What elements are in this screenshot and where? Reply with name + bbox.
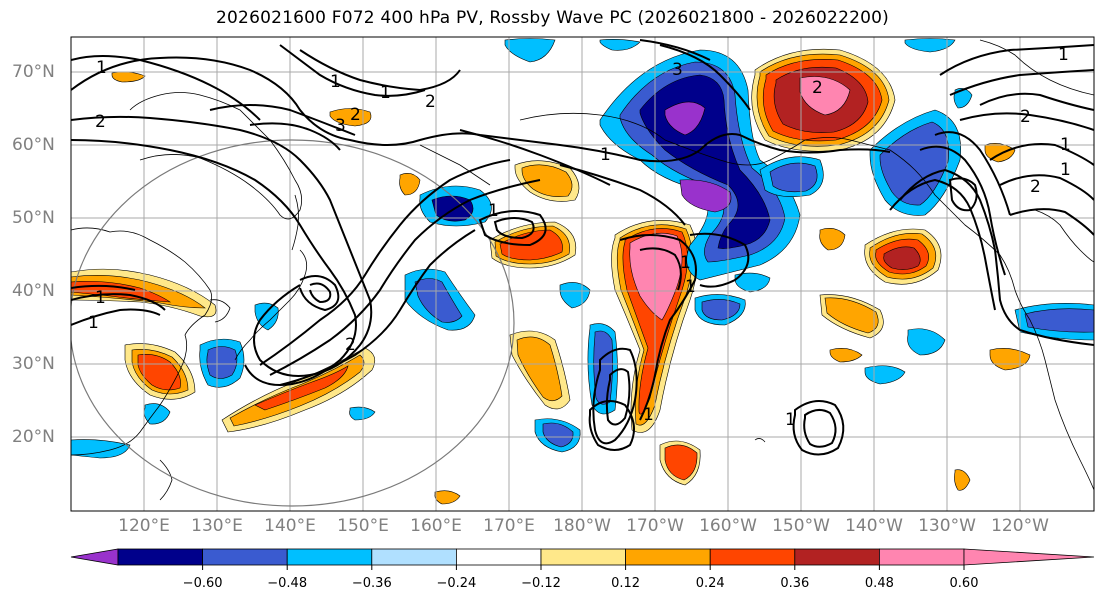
lon-label: 140°W (845, 516, 903, 536)
contour-label: 1 (643, 405, 654, 425)
contour-label: 1 (600, 145, 611, 165)
colorbar-tick-label: −0.12 (521, 576, 561, 591)
lon-label: 120°W (991, 516, 1049, 536)
colorbar-extend-low (70, 548, 119, 566)
colorbar-bin (371, 548, 457, 566)
contour-label: 1 (488, 201, 499, 221)
pv-contours (71, 39, 1094, 456)
colorbar-tick-label: 0.36 (780, 576, 810, 591)
lat-label: 70°N (12, 62, 55, 82)
contour-label: 1 (95, 288, 106, 308)
lon-label: 120°E (118, 516, 170, 536)
contour-label: 2 (425, 92, 436, 112)
contour-label: 2 (95, 112, 106, 132)
contour-label: 2 (1030, 177, 1041, 197)
contour-label: 3 (672, 60, 683, 80)
lon-label: 170°E (483, 516, 535, 536)
lat-label: 20°N (12, 427, 55, 447)
colorbar-bin (879, 548, 965, 566)
lon-label: 170°W (626, 516, 684, 536)
map-frame (70, 36, 1095, 512)
colorbar-tick-label: −0.48 (267, 576, 308, 591)
contour-label: 1 (1058, 45, 1069, 65)
colorbar-tick-label: −0.60 (182, 576, 223, 591)
lon-label: 180°W (553, 516, 611, 536)
lon-label: 160°W (699, 516, 757, 536)
colorbar-bin (202, 548, 288, 566)
contour-label: 1 (88, 313, 99, 333)
contour-label: 2 (812, 78, 823, 98)
lon-label: 130°W (918, 516, 976, 536)
lon-label: 150°W (772, 516, 830, 536)
colorbar-bin (794, 548, 880, 566)
contour-label: 1 (96, 58, 107, 78)
contour-label: 3 (335, 116, 346, 136)
contour-label: 2 (1020, 107, 1031, 127)
colorbar (70, 548, 1095, 566)
contour-label: 1 (380, 83, 391, 103)
lon-label: 140°E (264, 516, 316, 536)
contour-label: 2 (350, 105, 361, 125)
colorbar-bin (709, 548, 796, 566)
lon-label: 130°E (191, 516, 243, 536)
colorbar-tick-label: −0.24 (436, 576, 477, 591)
contour-labels: 1 1 2 2 3 1 3 2 2 1 1 1 1 2 1 1 1 2 1 2 … (88, 45, 1071, 430)
pv-anomaly-fields (71, 38, 1094, 505)
lat-label: 30°N (12, 354, 55, 374)
colorbar-tick-label: 0.24 (695, 576, 725, 591)
contour-label: 1 (330, 72, 341, 92)
colorbar-bin (286, 548, 373, 566)
contour-label: 1 (680, 253, 691, 273)
colorbar-extend-high (963, 548, 1095, 566)
colorbar-bin (625, 548, 711, 566)
contour-label: 2 (345, 335, 356, 355)
map-title: 2026021600 F072 400 hPa PV, Rossby Wave … (216, 8, 889, 28)
contour-label: 1 (785, 410, 796, 430)
contour-label: 1 (1060, 135, 1071, 155)
colorbar-tick-label: −0.36 (351, 576, 392, 591)
contour-label: 1 (1060, 160, 1071, 180)
colorbar-bin (455, 548, 542, 566)
lat-label: 60°N (12, 135, 55, 155)
lon-label: 150°E (337, 516, 389, 536)
colorbar-tick-label: 0.12 (611, 576, 641, 591)
contour-label: 1 (685, 277, 696, 297)
lat-label: 40°N (12, 281, 55, 301)
colorbar-tick-label: 0.48 (864, 576, 894, 591)
colorbar-bin (117, 548, 203, 566)
colorbar-bin (540, 548, 626, 566)
lat-label: 50°N (12, 208, 55, 228)
colorbar-tick-label: 0.60 (949, 576, 979, 591)
lon-label: 160°E (410, 516, 462, 536)
reference-circle (71, 139, 515, 507)
